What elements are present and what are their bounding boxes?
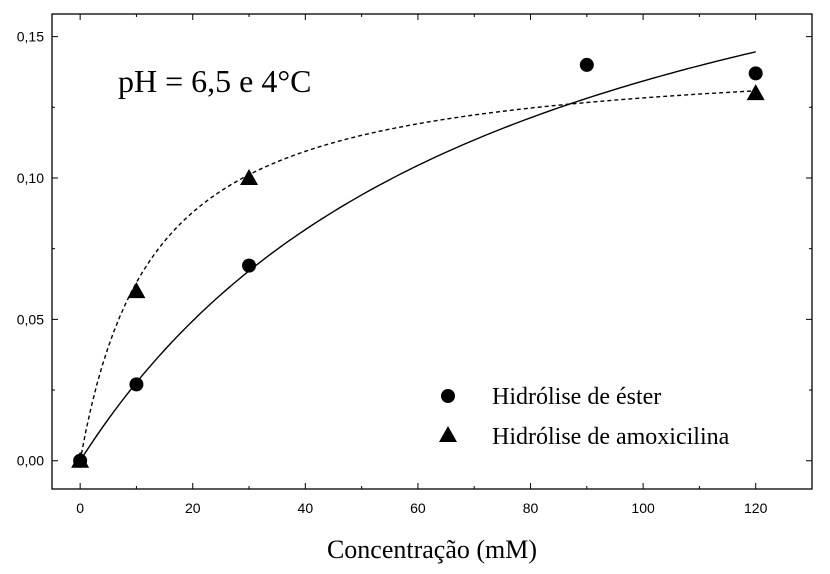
x-tick-label: 0: [76, 500, 84, 516]
y-tick-label: 0,05: [17, 311, 44, 327]
data-point-triangle: [127, 282, 146, 299]
x-axis-title: Concentração (mM): [327, 535, 537, 564]
x-tick-label: 100: [631, 500, 655, 516]
data-point-triangle: [746, 84, 765, 101]
y-tick-label: 0,15: [17, 29, 44, 45]
legend-marker-amoxicilina: [439, 426, 457, 442]
y-tick-label: 0,10: [17, 170, 44, 186]
x-tick-label: 120: [744, 500, 768, 516]
data-point-triangle: [71, 451, 90, 468]
fit-curves: [79, 51, 756, 462]
data-point-triangle: [240, 168, 259, 185]
x-axis-ticks: 0 20 40 60 80 100 120: [76, 14, 768, 516]
x-tick-label: 40: [298, 500, 314, 516]
x-tick-label: 60: [410, 500, 426, 516]
y-tick-label: 0,00: [17, 453, 44, 469]
legend: Hidrólise de éster Hidrólise de amoxicil…: [439, 384, 730, 450]
fit-curve-series-1: [79, 90, 756, 461]
x-tick-label: 20: [185, 500, 201, 516]
fit-curve-series-0: [79, 51, 756, 462]
data-point-circle: [129, 377, 144, 392]
data-points: [71, 57, 765, 468]
legend-marker-ester: [441, 389, 455, 403]
legend-label-ester: Hidrólise de éster: [492, 384, 661, 410]
data-point-circle: [748, 66, 763, 81]
data-point-circle: [579, 57, 594, 72]
annotation-label: pH = 6,5 e 4°C: [118, 63, 312, 99]
data-point-circle: [242, 258, 257, 273]
plot-frame: [51, 13, 813, 490]
y-axis-ticks: 0,00 0,05 0,10 0,15: [17, 29, 812, 469]
legend-label-amoxicilina: Hidrólise de amoxicilina: [492, 424, 730, 450]
x-tick-label: 80: [523, 500, 539, 516]
